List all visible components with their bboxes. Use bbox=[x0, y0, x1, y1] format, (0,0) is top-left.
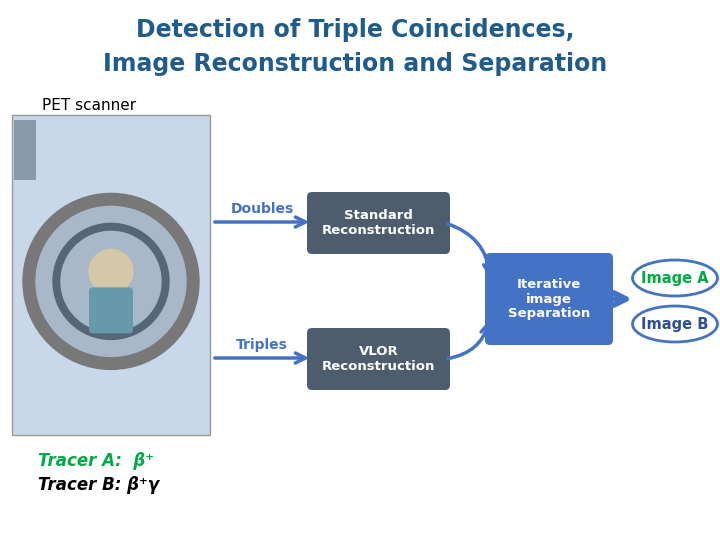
Text: Tracer B: β⁺γ: Tracer B: β⁺γ bbox=[38, 476, 159, 494]
Ellipse shape bbox=[632, 306, 718, 342]
Text: Image A: Image A bbox=[642, 271, 708, 286]
Text: Tracer A:  β⁺: Tracer A: β⁺ bbox=[38, 452, 154, 470]
Circle shape bbox=[61, 232, 161, 332]
Text: Triples: Triples bbox=[236, 338, 288, 352]
Text: Iterative
image
Separation: Iterative image Separation bbox=[508, 278, 590, 321]
Text: Image Reconstruction and Separation: Image Reconstruction and Separation bbox=[103, 52, 607, 76]
FancyBboxPatch shape bbox=[485, 253, 613, 345]
FancyBboxPatch shape bbox=[307, 192, 450, 254]
Text: Doubles: Doubles bbox=[230, 202, 294, 216]
Circle shape bbox=[89, 249, 133, 293]
Text: Detection of Triple Coincidences,: Detection of Triple Coincidences, bbox=[136, 18, 575, 42]
Circle shape bbox=[36, 206, 186, 356]
FancyBboxPatch shape bbox=[12, 115, 210, 435]
Circle shape bbox=[53, 224, 169, 340]
Circle shape bbox=[23, 193, 199, 369]
Ellipse shape bbox=[632, 260, 718, 296]
Text: Standard
Reconstruction: Standard Reconstruction bbox=[322, 209, 435, 237]
Text: VLOR
Reconstruction: VLOR Reconstruction bbox=[322, 345, 435, 373]
FancyBboxPatch shape bbox=[14, 120, 36, 180]
Text: PET scanner: PET scanner bbox=[42, 98, 136, 113]
FancyBboxPatch shape bbox=[89, 287, 133, 333]
Text: Image B: Image B bbox=[642, 316, 708, 332]
FancyBboxPatch shape bbox=[307, 328, 450, 390]
